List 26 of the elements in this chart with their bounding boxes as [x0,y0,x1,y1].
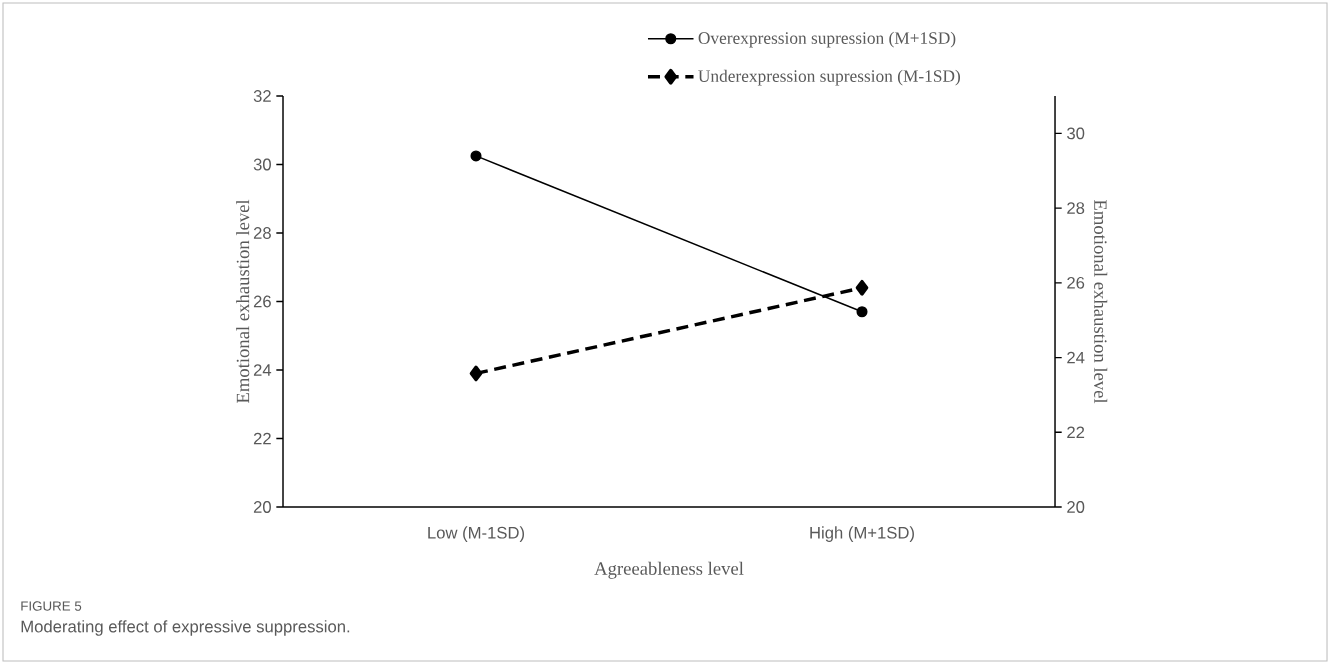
y2-tick-label: 22 [1067,426,1085,439]
y2-tick-label: 20 [1067,501,1085,513]
point [470,150,482,162]
y-axis-title: Emotional exhaustion level [236,199,250,404]
x-tick-label: High (M+1SD) [810,526,914,542]
y-tick-label: 32 [253,90,271,102]
point [856,306,868,318]
legend-label: Underexpression supression (M-1SD) [698,69,960,86]
text: Moderating effect of expressive suppression. [21,620,350,636]
y-tick-label: 26 [253,295,271,308]
legend-label: Overexpression supression (M+1SD) [698,31,956,48]
x-tick-label: Low (M-1SD) [428,526,525,542]
y2-tick-label: 30 [1067,127,1085,140]
y-tick-label: 30 [253,158,271,171]
caption: FIGURE 5 [21,601,82,611]
y2-tick-label: 28 [1067,202,1085,214]
y2-tick-label: 26 [1067,276,1085,289]
x-axis-title: Agreeableness level [594,561,744,579]
y-tick-label: 28 [253,227,271,239]
y-tick-label: 24 [253,364,272,376]
y2-tick-label: 24 [1067,351,1085,364]
y-tick-label: 20 [253,501,271,513]
point [855,279,869,296]
point [469,365,483,382]
y2-axis-title: Emotional exhaustion level [1094,199,1108,404]
y-tick-label: 22 [253,432,271,445]
